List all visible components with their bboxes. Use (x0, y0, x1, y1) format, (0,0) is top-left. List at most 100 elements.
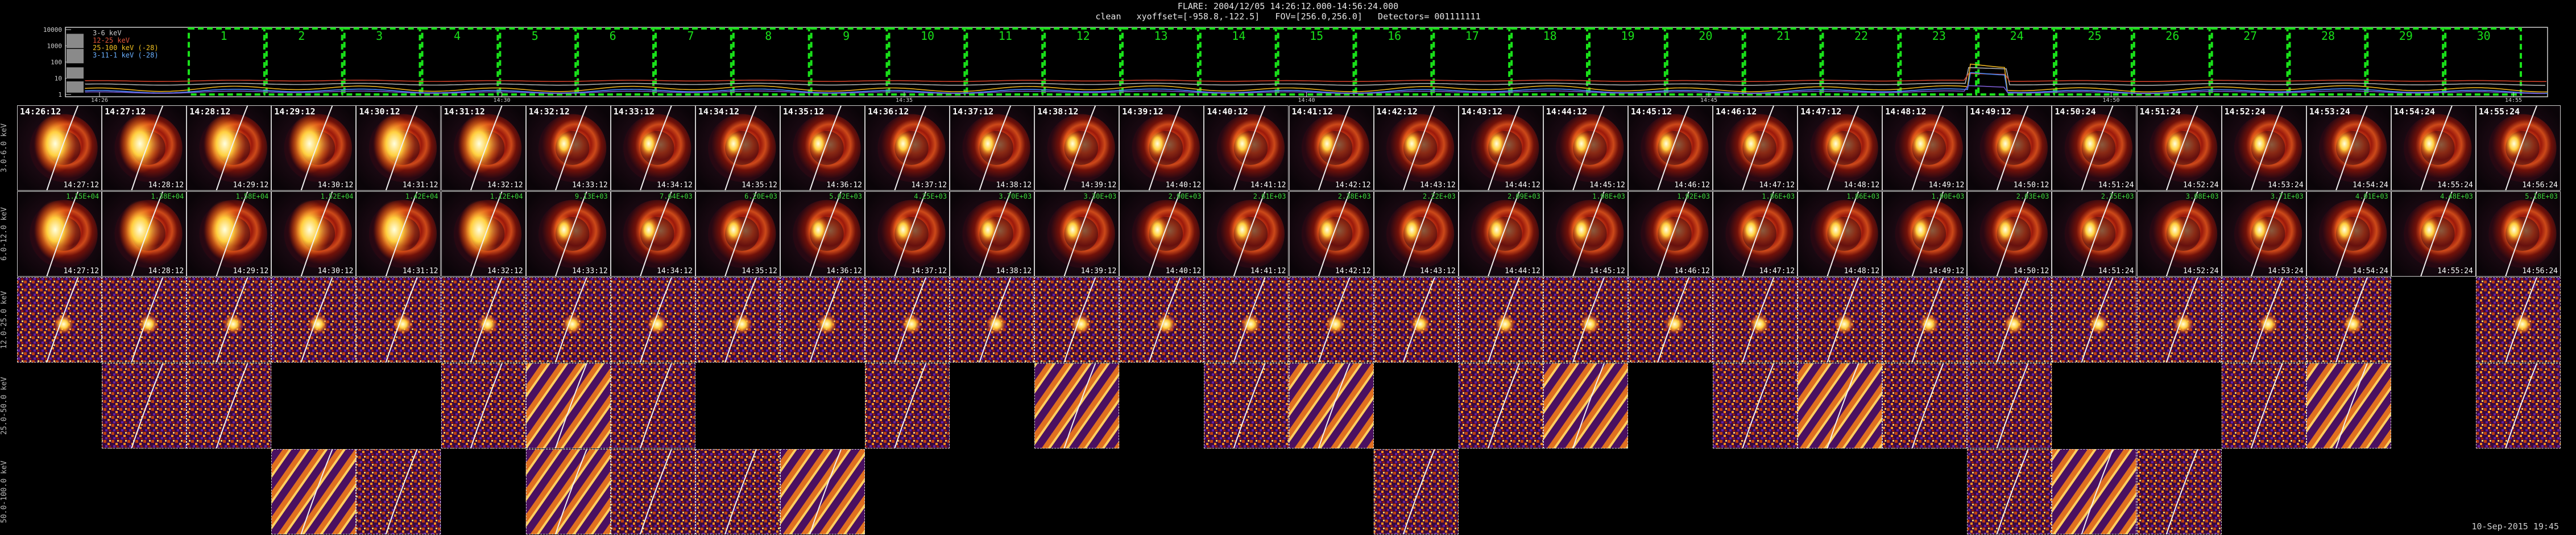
image-tile[interactable] (271, 449, 357, 534)
image-tile[interactable]: 14:48:12 1.86E+03 (1798, 191, 1883, 277)
image-tile[interactable] (2475, 363, 2561, 448)
interval-box[interactable] (1432, 27, 1511, 96)
image-tile[interactable] (1119, 277, 1204, 363)
image-tile[interactable]: 14:48:12 14:49:12 (1882, 105, 1968, 191)
image-tile[interactable] (695, 277, 780, 363)
image-tile[interactable] (695, 449, 780, 534)
image-tile[interactable] (102, 277, 187, 363)
image-tile[interactable]: 14:33:12 9.13E+03 (525, 191, 611, 277)
image-tile[interactable] (1882, 277, 1968, 363)
image-tile[interactable]: 14:50:24 14:51:24 (2052, 105, 2137, 191)
image-tile[interactable]: 14:45:12 14:46:12 (1627, 105, 1713, 191)
image-tile[interactable] (1458, 277, 1543, 363)
image-tile[interactable] (187, 277, 272, 363)
image-tile[interactable]: 14:43:12 2.22E+03 (1373, 191, 1459, 277)
interval-box[interactable] (577, 27, 655, 96)
interval-box[interactable] (2132, 27, 2211, 96)
interval-box[interactable] (966, 27, 1044, 96)
image-tile[interactable] (1543, 363, 1628, 448)
image-tile[interactable] (2052, 449, 2137, 534)
interval-box[interactable] (1121, 27, 1199, 96)
interval-box[interactable] (1277, 27, 1355, 96)
image-tile[interactable] (1798, 363, 1883, 448)
image-tile[interactable]: 14:41:12 14:42:12 (1289, 105, 1374, 191)
interval-box[interactable] (1199, 27, 1277, 96)
image-tile[interactable] (1967, 277, 2052, 363)
image-tile[interactable]: 14:34:12 7.64E+03 (610, 191, 695, 277)
image-tile[interactable]: 14:30:12 14:31:12 (356, 105, 441, 191)
image-tile[interactable]: 14:40:12 14:41:12 (1204, 105, 1289, 191)
image-tile[interactable]: 14:28:12 14:29:12 (187, 105, 272, 191)
image-tile[interactable] (2306, 363, 2391, 448)
image-tile[interactable]: 14:53:24 3.71E+03 (2221, 191, 2306, 277)
image-tile[interactable] (2306, 277, 2391, 363)
interval-box[interactable] (810, 27, 888, 96)
image-tile[interactable]: 14:36:12 14:37:12 (865, 105, 950, 191)
image-tile[interactable] (441, 277, 526, 363)
image-tile[interactable] (2136, 449, 2222, 534)
image-tile[interactable]: 14:40:12 2.90E+03 (1119, 191, 1204, 277)
image-tile[interactable]: 14:30:12 1.52E+04 (271, 191, 357, 277)
image-tile[interactable]: 14:39:12 14:40:12 (1119, 105, 1204, 191)
image-tile[interactable]: 14:52:24 3.08E+03 (2136, 191, 2222, 277)
interval-box[interactable] (499, 27, 577, 96)
image-tile[interactable]: 14:51:24 2.35E+03 (2052, 191, 2137, 277)
image-tile[interactable] (1204, 363, 1289, 448)
image-tile[interactable]: 14:46:12 1.92E+03 (1627, 191, 1713, 277)
image-tile[interactable] (187, 363, 272, 448)
interval-box[interactable] (1510, 27, 1589, 96)
image-tile[interactable]: 14:54:24 4.01E+03 (2306, 191, 2391, 277)
interval-box[interactable] (888, 27, 966, 96)
image-tile[interactable]: 14:45:12 1.98E+03 (1543, 191, 1628, 277)
image-tile[interactable]: 14:29:12 14:30:12 (271, 105, 357, 191)
image-tile[interactable] (1204, 277, 1289, 363)
image-tile[interactable]: 14:31:12 14:32:12 (441, 105, 526, 191)
interval-box[interactable] (1821, 27, 1900, 96)
interval-box[interactable] (2366, 27, 2445, 96)
image-tile[interactable] (102, 363, 187, 448)
image-tile[interactable]: 14:39:12 3.30E+03 (1034, 191, 1120, 277)
image-tile[interactable] (2221, 277, 2306, 363)
image-tile[interactable] (1967, 449, 2052, 534)
image-tile[interactable] (2052, 277, 2137, 363)
image-tile[interactable]: 14:38:12 3.70E+03 (950, 191, 1035, 277)
interval-box[interactable] (2055, 27, 2133, 96)
image-tile[interactable]: 14:44:12 14:45:12 (1543, 105, 1628, 191)
image-tile[interactable] (865, 277, 950, 363)
image-tile[interactable] (1798, 277, 1883, 363)
image-tile[interactable]: 14:37:12 4.25E+03 (865, 191, 950, 277)
interval-box[interactable] (1588, 27, 1666, 96)
image-tile[interactable]: 14:34:12 14:35:12 (695, 105, 780, 191)
interval-box[interactable] (265, 27, 343, 96)
image-tile[interactable]: 14:56:24 5.18E+03 (2475, 191, 2561, 277)
image-tile[interactable]: 14:31:12 1.42E+04 (356, 191, 441, 277)
image-tile[interactable] (610, 363, 695, 448)
interval-box[interactable] (1977, 27, 2056, 96)
image-tile[interactable]: 14:33:12 14:34:12 (610, 105, 695, 191)
image-tile[interactable] (780, 277, 865, 363)
image-tile[interactable]: 14:43:12 14:44:12 (1458, 105, 1543, 191)
image-tile[interactable] (1289, 277, 1374, 363)
image-tile[interactable]: 14:44:12 2.09E+03 (1458, 191, 1543, 277)
interval-box[interactable] (655, 27, 732, 96)
image-tile[interactable]: 14:47:12 1.86E+03 (1713, 191, 1798, 277)
image-tile[interactable] (1713, 363, 1798, 448)
image-tile[interactable]: 14:37:12 14:38:12 (950, 105, 1035, 191)
image-tile[interactable]: 14:42:12 2.38E+03 (1289, 191, 1374, 277)
image-tile[interactable]: 14:27:12 14:28:12 (102, 105, 187, 191)
image-tile[interactable] (1882, 363, 1968, 448)
image-tile[interactable] (271, 277, 357, 363)
image-tile[interactable] (610, 449, 695, 534)
image-tile[interactable] (17, 277, 102, 363)
interval-box[interactable] (732, 27, 810, 96)
image-tile[interactable] (1034, 363, 1120, 448)
interval-box[interactable] (2210, 27, 2289, 96)
interval-box[interactable] (343, 27, 421, 96)
image-tile[interactable]: 14:27:12 1.15E+04 (17, 191, 102, 277)
image-tile[interactable]: 14:32:12 1.12E+04 (441, 191, 526, 277)
image-tile[interactable]: 14:46:12 14:47:12 (1713, 105, 1798, 191)
image-tile[interactable] (780, 449, 865, 534)
image-tile[interactable] (865, 363, 950, 448)
interval-box[interactable] (1043, 27, 1121, 96)
image-tile[interactable] (1713, 277, 1798, 363)
